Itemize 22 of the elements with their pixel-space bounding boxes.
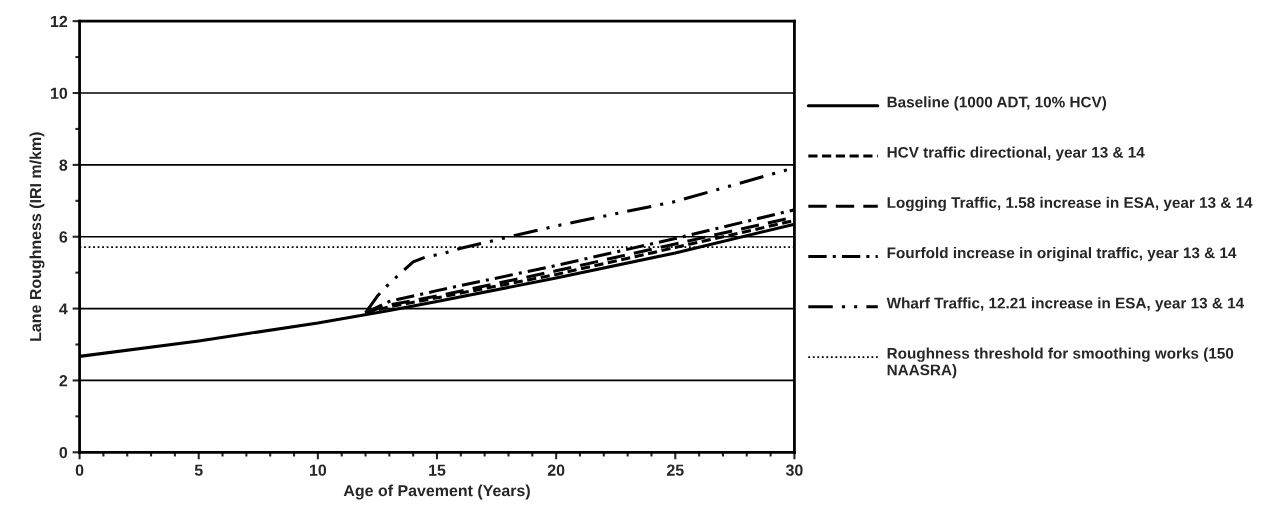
legend-label: Fourfold increase in original traffic, year 13 & 14 — [887, 247, 1237, 262]
x-tick-label: 25 — [666, 464, 684, 476]
legend-label: Baseline (1000 ADT, 10% HCV) — [887, 96, 1107, 111]
x-tick-label: 30 — [785, 464, 803, 476]
y-tick-label: 8 — [59, 159, 68, 171]
y-tick-label: 12 — [51, 15, 68, 27]
y-tick-label: 0 — [59, 446, 68, 459]
legend-label: HCV traffic directional, year 13 & 14 — [887, 146, 1145, 161]
x-axis-title: Age of Pavement (Years) — [343, 484, 530, 500]
y-tick-label: 10 — [51, 87, 68, 99]
y-tick-label: 6 — [59, 231, 68, 243]
y-tick-label: 4 — [59, 303, 68, 315]
legend-label: Wharf Traffic, 12.21 increase in ESA, year 13 & 14 — [886, 297, 1245, 312]
y-axis-title: Lane Roughness (IRI m/km) — [29, 132, 45, 341]
legend-label: Roughness threshold for smoothing works (150 NAASRA) — [887, 347, 1234, 379]
x-tick-label: 5 — [194, 464, 203, 476]
x-tick-label: 10 — [309, 464, 327, 476]
y-tick-label: 2 — [59, 375, 68, 387]
x-tick-label: 15 — [429, 464, 446, 476]
x-tick-label: 0 — [75, 464, 84, 476]
x-tick-label: 20 — [547, 464, 565, 476]
legend-label: Logging Traffic, 1.58 increase in ESA, year 13 & 14 — [887, 196, 1253, 212]
